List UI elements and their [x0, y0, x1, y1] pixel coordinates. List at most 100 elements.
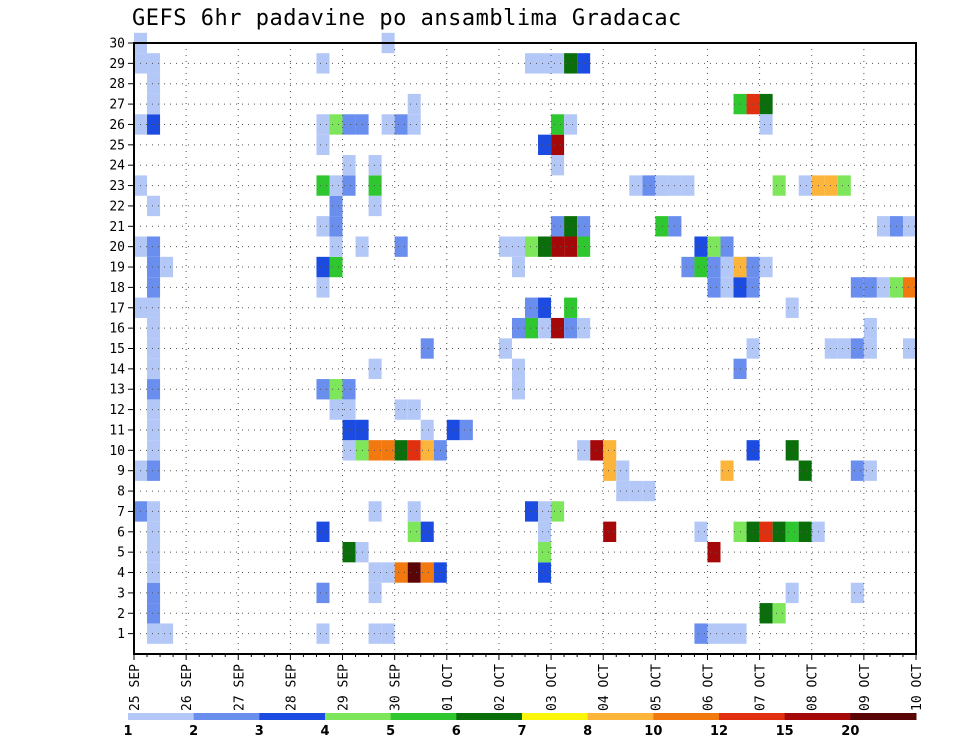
- heatmap-cell: [577, 317, 591, 339]
- heatmap-cell: [850, 338, 864, 359]
- heatmap-cell: [147, 419, 161, 441]
- y-tick-label: 11: [109, 423, 125, 438]
- heatmap-cell: [720, 236, 734, 257]
- y-tick-label: 3: [117, 586, 125, 601]
- heatmap-cell: [147, 603, 161, 624]
- heatmap-cell: [316, 623, 330, 644]
- heatmap-cell: [381, 440, 395, 461]
- heatmap-cell: [407, 521, 421, 542]
- heatmap-cell: [342, 175, 356, 196]
- heatmap-cell: [603, 521, 617, 542]
- colorbar-label: 8: [583, 724, 592, 739]
- heatmap-cell: [538, 501, 552, 522]
- colorbar-label: 1: [123, 724, 132, 739]
- y-tick-label: 24: [109, 159, 125, 174]
- y-tick-label: 26: [109, 118, 125, 133]
- heatmap-cell: [798, 175, 812, 196]
- heatmap-cell: [746, 440, 760, 461]
- heatmap-cell: [837, 175, 851, 196]
- heatmap-cell: [316, 114, 330, 135]
- heatmap-cell: [720, 460, 734, 481]
- heatmap-cell: [551, 114, 565, 135]
- heatmap-cell: [785, 440, 799, 461]
- heatmap-cell: [420, 440, 434, 461]
- heatmap-cell: [564, 317, 578, 339]
- y-tick-label: 18: [109, 281, 125, 296]
- heatmap-cell: [759, 256, 773, 278]
- heatmap-cell: [850, 460, 864, 481]
- colorbar-swatch: [456, 713, 523, 720]
- colorbar-swatch: [653, 713, 720, 720]
- heatmap-cell: [381, 623, 395, 644]
- x-tick-label: 07 OCT: [754, 664, 769, 711]
- heatmap-cell: [368, 440, 382, 461]
- y-tick-label: 27: [109, 98, 125, 113]
- heatmap-cell: [785, 521, 799, 542]
- heatmap-cell: [551, 155, 565, 176]
- colorbar-label: 10: [644, 724, 662, 739]
- heatmap-cell: [368, 623, 382, 644]
- heatmap-cell: [538, 541, 552, 563]
- x-tick-label: 26 SEP: [180, 664, 195, 711]
- y-tick-label: 21: [109, 220, 125, 235]
- y-tick-label: 19: [109, 261, 125, 276]
- heatmap-cell: [316, 134, 330, 156]
- heatmap-cell: [863, 460, 877, 481]
- heatmap-cell: [772, 175, 786, 196]
- heatmap-cell: [381, 114, 395, 135]
- heatmap-cell: [551, 134, 565, 156]
- heatmap-cell: [407, 562, 421, 583]
- y-tick-label: 8: [117, 485, 125, 500]
- heatmap-cell: [603, 440, 617, 461]
- heatmap-cell: [407, 114, 421, 135]
- heatmap-cell: [147, 623, 161, 644]
- heatmap-cell: [577, 216, 591, 237]
- y-tick-label: 23: [109, 179, 125, 194]
- heatmap-cell: [551, 501, 565, 522]
- heatmap-cell: [420, 521, 434, 542]
- heatmap-cell: [147, 501, 161, 522]
- heatmap-cell: [329, 195, 343, 217]
- heatmap-cell: [407, 399, 421, 420]
- heatmap-cell: [147, 379, 161, 400]
- heatmap-cell: [316, 277, 330, 298]
- heatmap-cell: [720, 623, 734, 644]
- y-tick-label: 5: [117, 546, 125, 561]
- y-tick-label: 9: [117, 464, 125, 479]
- heatmap-cell: [681, 175, 695, 196]
- heatmap-cell: [564, 216, 578, 237]
- heatmap-cell: [577, 440, 591, 461]
- colorbar-label: 6: [452, 724, 461, 739]
- heatmap-cell: [902, 277, 916, 298]
- heatmap-cell: [863, 277, 877, 298]
- heatmap-cell: [772, 521, 786, 542]
- heatmap-cell: [538, 521, 552, 542]
- heatmap-cell: [316, 582, 330, 604]
- heatmap-cell: [525, 53, 539, 74]
- heatmap-cell: [394, 440, 408, 461]
- y-tick-label: 4: [117, 566, 125, 581]
- heatmap-cell: [368, 155, 382, 176]
- y-tick-label: 29: [109, 57, 125, 72]
- heatmap-cell: [850, 277, 864, 298]
- heatmap-cell: [837, 338, 851, 359]
- y-tick-label: 14: [109, 362, 125, 377]
- heatmap-cell: [577, 53, 591, 74]
- heatmap-cell: [342, 399, 356, 420]
- heatmap-cell: [564, 53, 578, 74]
- heatmap-cell: [850, 582, 864, 604]
- x-tick-label: 28 SEP: [284, 664, 299, 711]
- y-axis: 1234567891011121314151617181920212223242…: [109, 37, 134, 642]
- heatmap-cell: [147, 297, 161, 318]
- heatmap-cell: [342, 440, 356, 461]
- heatmap-cell: [824, 175, 838, 196]
- x-tick-label: 06 OCT: [701, 664, 716, 711]
- heatmap-cell: [368, 582, 382, 604]
- heatmap-cell: [642, 480, 656, 502]
- heatmap-cell: [147, 582, 161, 604]
- heatmap-cell: [629, 480, 643, 502]
- heatmap-cell: [316, 379, 330, 400]
- colorbar-label: 15: [776, 724, 794, 739]
- heatmap-cell: [564, 114, 578, 135]
- heatmap-cell: [147, 317, 161, 339]
